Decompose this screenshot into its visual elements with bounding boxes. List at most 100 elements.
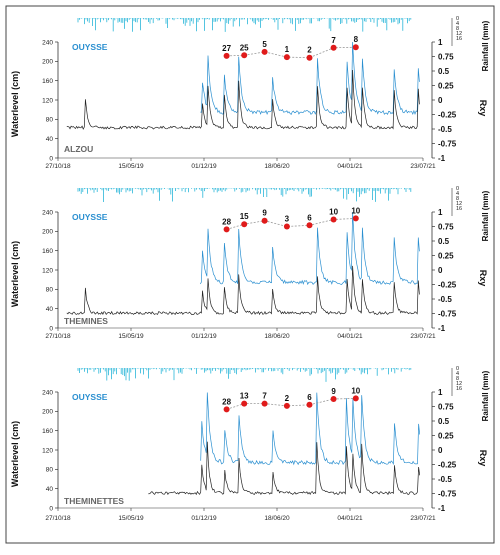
x-tick-label: 04/01/21 <box>337 515 363 522</box>
lag-label: 28 <box>222 217 231 226</box>
ouysse-series <box>200 41 420 116</box>
x-tick-label: 27/10/18 <box>45 515 71 522</box>
rainfall-tick-label: 8 <box>456 376 459 382</box>
rxy-tick-label: -0.75 <box>438 140 457 149</box>
rainfall-tick-label: 16 <box>456 386 462 392</box>
rainfall-axis-title: Rainfall (mm) <box>481 20 490 71</box>
y-tick-label: 160 <box>42 428 53 435</box>
lower-site-label: THEMINES <box>64 316 108 326</box>
y-tick-label: 40 <box>46 136 54 143</box>
rxy-tick-label: 0.5 <box>438 67 450 76</box>
lag-label: 9 <box>331 387 336 396</box>
y-tick-label: 120 <box>42 447 53 454</box>
y-axis-title: Waterlevel (cm) <box>10 71 20 137</box>
y-axis-title: Waterlevel (cm) <box>10 241 20 307</box>
lag-point <box>261 400 268 407</box>
rxy-tick-label: -1 <box>438 154 446 163</box>
lag-label: 7 <box>331 36 336 45</box>
lag-label: 5 <box>262 40 267 49</box>
x-tick-label: 01/12/19 <box>191 333 217 340</box>
upper-site-label: OUYSSE <box>72 42 108 52</box>
rainfall-tick-label: 4 <box>456 191 459 197</box>
y-tick-label: 240 <box>42 39 53 46</box>
lag-point <box>306 54 313 61</box>
lag-point <box>330 216 337 223</box>
rxy-axis-title: Rxy <box>478 100 488 117</box>
lag-point <box>261 48 268 55</box>
y-tick-label: 0 <box>49 505 53 512</box>
x-tick-label: 27/10/18 <box>45 163 71 170</box>
ouysse-series <box>199 211 420 286</box>
lag-point <box>283 223 290 230</box>
lag-point <box>223 406 230 413</box>
station-series <box>148 441 421 496</box>
rxy-tick-label: 0 <box>438 266 443 275</box>
rxy-tick-label: 1 <box>438 388 443 397</box>
rainfall-tick-label: 4 <box>456 371 459 377</box>
rainfall-series <box>77 18 412 32</box>
rainfall-tick-label: 0 <box>456 366 459 372</box>
lag-point <box>330 396 337 402</box>
lag-label: 2 <box>285 394 290 403</box>
y-tick-label: 80 <box>46 117 54 124</box>
rainfall-tick-label: 8 <box>456 196 459 202</box>
rxy-tick-label: 1 <box>438 208 443 217</box>
x-tick-label: 27/10/18 <box>45 333 71 340</box>
rainfall-tick-label: 16 <box>456 206 462 212</box>
upper-site-label: OUYSSE <box>72 212 108 222</box>
rainfall-tick-label: 16 <box>456 36 462 42</box>
lag-label: 28 <box>222 397 231 406</box>
lag-point <box>283 54 290 61</box>
lag-label: 1 <box>285 45 290 54</box>
x-tick-label: 04/01/21 <box>337 333 363 340</box>
y-tick-label: 80 <box>46 467 54 474</box>
lag-point <box>306 222 313 229</box>
rxy-tick-label: 0 <box>438 96 443 105</box>
lag-point <box>241 400 248 407</box>
y-tick-label: 120 <box>42 267 53 274</box>
lag-point <box>352 44 359 51</box>
lag-label: 10 <box>351 206 360 215</box>
rxy-tick-label: 0.75 <box>438 223 454 232</box>
x-tick-label: 01/12/19 <box>191 163 217 170</box>
lag-label: 27 <box>222 44 231 53</box>
lag-label: 13 <box>240 392 249 401</box>
rxy-axis-title: Rxy <box>478 450 488 467</box>
y-tick-label: 80 <box>46 287 54 294</box>
lag-label: 8 <box>354 35 359 44</box>
lag-label: 25 <box>240 43 249 52</box>
rainfall-tick-label: 8 <box>456 26 459 32</box>
rxy-tick-label: -0.25 <box>438 461 457 470</box>
lag-label: 6 <box>307 213 312 222</box>
rxy-tick-label: 0.25 <box>438 82 454 91</box>
x-tick-label: 23/07/21 <box>410 333 436 340</box>
rxy-tick-label: -0.25 <box>438 111 457 120</box>
x-tick-label: 01/12/19 <box>191 515 217 522</box>
x-tick-label: 15/05/19 <box>118 333 144 340</box>
rainfall-tick-label: 12 <box>456 381 462 387</box>
y-tick-label: 160 <box>42 78 53 85</box>
rxy-tick-label: 0.75 <box>438 53 454 62</box>
lag-point <box>283 402 290 409</box>
rainfall-tick-label: 12 <box>456 201 462 207</box>
y-tick-label: 200 <box>42 409 53 416</box>
y-tick-label: 200 <box>42 59 53 66</box>
rxy-tick-label: 0 <box>438 446 443 455</box>
lag-point <box>241 52 248 59</box>
rainfall-axis-title: Rainfall (mm) <box>481 190 490 241</box>
x-tick-label: 23/07/21 <box>410 163 436 170</box>
ouysse-series <box>200 392 421 466</box>
x-tick-label: 15/05/19 <box>118 163 144 170</box>
x-tick-label: 04/01/21 <box>337 163 363 170</box>
rainfall-tick-label: 0 <box>456 16 459 22</box>
rainfall-tick-label: 4 <box>456 21 459 27</box>
rxy-tick-label: -1 <box>438 324 446 333</box>
y-tick-label: 120 <box>42 97 53 104</box>
lag-point <box>223 52 230 59</box>
lag-label: 9 <box>262 209 267 218</box>
lag-label: 3 <box>285 215 290 224</box>
